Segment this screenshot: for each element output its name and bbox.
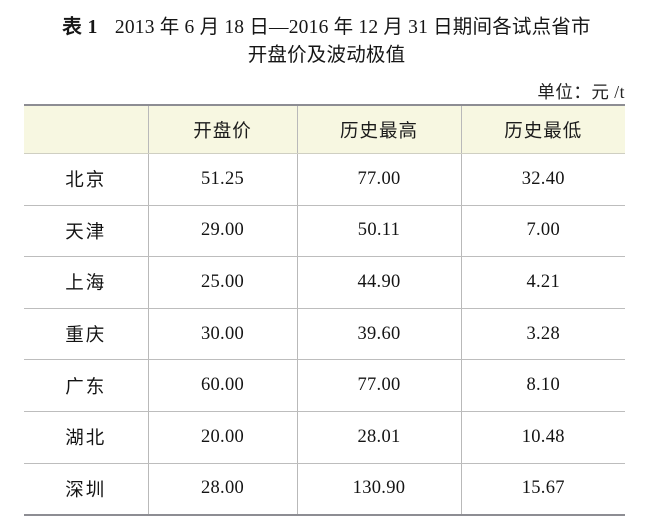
cell-open-price: 29.00 <box>147 205 297 258</box>
table-caption: 表 1 2013 年 6 月 18 日—2016 年 12 月 31 日期间各试点… <box>0 0 653 70</box>
cell-historic-high: 44.90 <box>296 256 461 309</box>
table-container: 开盘价 历史最高 历史最低 北京 51.25 77.00 32.40 天津 29… <box>24 104 625 517</box>
column-header-region <box>24 104 148 154</box>
table-row: 北京 51.25 77.00 32.40 <box>24 153 625 206</box>
table-row: 重庆 30.00 39.60 3.28 <box>24 308 625 361</box>
caption-line-1: 表 1 2013 年 6 月 18 日—2016 年 12 月 31 日期间各试点… <box>0 14 653 42</box>
cell-region: 上海 <box>24 256 148 309</box>
cell-historic-low: 15.67 <box>460 463 625 517</box>
cell-historic-high: 130.90 <box>296 463 461 517</box>
cell-region: 深圳 <box>24 463 148 517</box>
cell-historic-high: 50.11 <box>296 205 461 258</box>
table-row: 广东 60.00 77.00 8.10 <box>24 359 625 412</box>
caption-line-2: 开盘价及波动极值 <box>247 45 406 66</box>
cell-historic-high: 77.00 <box>296 359 461 412</box>
table-header: 开盘价 历史最高 历史最低 <box>24 104 625 154</box>
unit-note: 单位：元 /t <box>537 82 625 102</box>
cell-open-price: 51.25 <box>147 153 297 206</box>
cell-historic-high: 39.60 <box>296 308 461 361</box>
table-row: 天津 29.00 50.11 7.00 <box>24 205 625 258</box>
cell-open-price: 25.00 <box>147 256 297 309</box>
column-header-open-price: 开盘价 <box>147 104 297 154</box>
column-header-historic-low: 历史最低 <box>460 104 625 154</box>
cell-historic-low: 8.10 <box>460 359 625 412</box>
cell-region: 北京 <box>24 153 148 206</box>
table-number-label: 表 1 <box>62 17 98 38</box>
cell-region: 广东 <box>24 359 148 412</box>
cell-open-price: 30.00 <box>147 308 297 361</box>
table-row: 深圳 28.00 130.90 15.67 <box>24 463 625 517</box>
cell-open-price: 20.00 <box>147 411 297 464</box>
cell-open-price: 28.00 <box>147 463 297 517</box>
header-row: 开盘价 历史最高 历史最低 <box>24 104 625 154</box>
caption-text-line-1: 2013 年 6 月 18 日—2016 年 12 月 31 日期间各试点省市 <box>114 17 591 38</box>
cell-historic-low: 7.00 <box>460 205 625 258</box>
cell-historic-low: 3.28 <box>460 308 625 361</box>
cell-historic-low: 4.21 <box>460 256 625 309</box>
cell-region: 天津 <box>24 205 148 258</box>
cell-historic-high: 28.01 <box>296 411 461 464</box>
table-row: 上海 25.00 44.90 4.21 <box>24 256 625 309</box>
table-body: 北京 51.25 77.00 32.40 天津 29.00 50.11 7.00… <box>24 153 625 517</box>
column-header-historic-high: 历史最高 <box>296 104 461 154</box>
cell-historic-low: 32.40 <box>460 153 625 206</box>
table-row: 湖北 20.00 28.01 10.48 <box>24 411 625 464</box>
cell-historic-high: 77.00 <box>296 153 461 206</box>
cell-region: 湖北 <box>24 411 148 464</box>
price-table: 开盘价 历史最高 历史最低 北京 51.25 77.00 32.40 天津 29… <box>24 104 625 517</box>
cell-historic-low: 10.48 <box>460 411 625 464</box>
cell-region: 重庆 <box>24 308 148 361</box>
cell-open-price: 60.00 <box>147 359 297 412</box>
